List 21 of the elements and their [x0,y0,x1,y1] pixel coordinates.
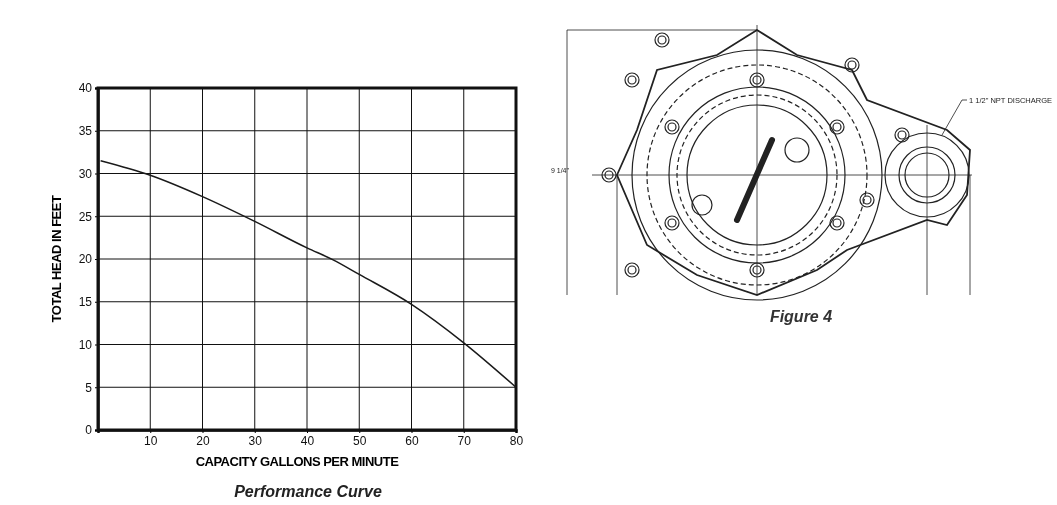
y-tick-label: 20 [78,252,93,267]
y-tick-label: 10 [78,337,93,352]
y-tick-label: 30 [78,166,93,181]
y-tick-label: 25 [78,209,93,224]
x-tick-label: 50 [353,433,367,448]
x-axis-title: CAPACITY GALLONS PER MINUTE [195,454,400,469]
x-tick-label: 10 [144,433,158,448]
x-tick-label: 30 [248,433,263,448]
y-tick-label: 40 [78,81,93,96]
x-tick-label: 60 [405,433,419,448]
y-tick-label: 0 [85,423,93,438]
y-tick-label: 5 [85,380,93,395]
x-tick-label: 70 [457,433,472,448]
x-tick-label: 80 [509,433,524,448]
x-tick-label: 20 [196,433,210,448]
text: Performance Curve [234,483,382,500]
caption: Figure 4 [769,308,833,325]
y-axis-title: TOTAL HEAD IN FEET [49,195,64,323]
x-tick-label: 40 [300,433,315,448]
y-tick-label: 15 [78,295,93,310]
y-tick-label: 35 [78,124,93,139]
